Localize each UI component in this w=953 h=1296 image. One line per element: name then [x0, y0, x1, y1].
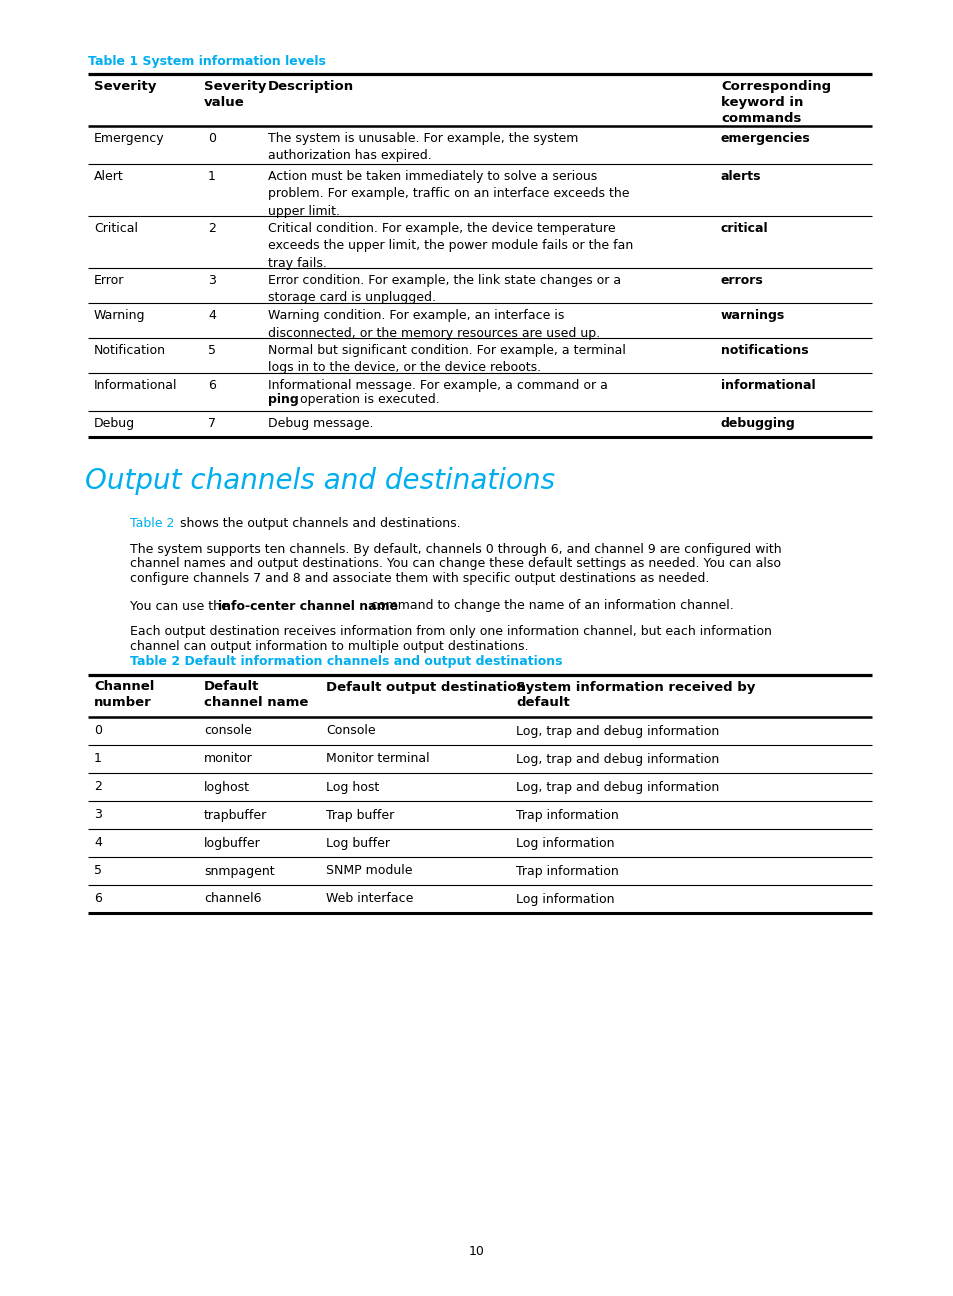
Text: Table 2 Default information channels and output destinations: Table 2 Default information channels and… — [130, 656, 562, 669]
Text: Informational message. For example, a command or a: Informational message. For example, a co… — [268, 378, 607, 391]
Text: The system is unusable. For example, the system
authorization has expired.: The system is unusable. For example, the… — [268, 132, 578, 162]
Text: Corresponding
keyword in
commands: Corresponding keyword in commands — [720, 80, 830, 124]
Text: 3: 3 — [94, 809, 102, 822]
Text: command to change the name of an information channel.: command to change the name of an informa… — [366, 600, 733, 613]
Text: Log, trap and debug information: Log, trap and debug information — [516, 724, 719, 737]
Text: 1: 1 — [94, 753, 102, 766]
Text: channel can output information to multiple output destinations.: channel can output information to multip… — [130, 640, 528, 653]
Text: Log, trap and debug information: Log, trap and debug information — [516, 780, 719, 793]
Text: informational: informational — [720, 378, 815, 391]
Text: emergencies: emergencies — [720, 132, 810, 145]
Text: loghost: loghost — [204, 780, 250, 793]
Text: Critical condition. For example, the device temperature
exceeds the upper limit,: Critical condition. For example, the dev… — [268, 222, 633, 270]
Text: Monitor terminal: Monitor terminal — [326, 753, 429, 766]
Text: Table 1 System information levels: Table 1 System information levels — [88, 54, 326, 67]
Text: 5: 5 — [94, 864, 102, 877]
Text: Default output destination: Default output destination — [326, 680, 525, 693]
Text: console: console — [204, 724, 252, 737]
Text: Debug: Debug — [94, 417, 135, 430]
Text: SNMP module: SNMP module — [326, 864, 412, 877]
Text: You can use the: You can use the — [130, 600, 233, 613]
Text: channel names and output destinations. You can change these default settings as : channel names and output destinations. Y… — [130, 557, 781, 570]
Text: warnings: warnings — [720, 308, 784, 321]
Text: trapbuffer: trapbuffer — [204, 809, 267, 822]
Text: Log buffer: Log buffer — [326, 836, 390, 849]
Text: 2: 2 — [208, 222, 215, 235]
Text: 3: 3 — [208, 273, 215, 286]
Text: Normal but significant condition. For example, a terminal
logs in to the device,: Normal but significant condition. For ex… — [268, 343, 625, 375]
Text: 7: 7 — [208, 417, 215, 430]
Text: 4: 4 — [208, 308, 215, 321]
Text: Log host: Log host — [326, 780, 379, 793]
Text: Error condition. For example, the link state changes or a
storage card is unplug: Error condition. For example, the link s… — [268, 273, 620, 305]
Text: Log information: Log information — [516, 893, 614, 906]
Text: Trap buffer: Trap buffer — [326, 809, 394, 822]
Text: Action must be taken immediately to solve a serious
problem. For example, traffi: Action must be taken immediately to solv… — [268, 170, 629, 218]
Text: 6: 6 — [208, 378, 215, 391]
Text: Error: Error — [94, 273, 124, 286]
Text: debugging: debugging — [720, 417, 795, 430]
Text: Alert: Alert — [94, 170, 124, 183]
Text: Notification: Notification — [94, 343, 166, 356]
Text: Informational: Informational — [94, 378, 177, 391]
Text: Log, trap and debug information: Log, trap and debug information — [516, 753, 719, 766]
Text: 0: 0 — [208, 132, 215, 145]
Text: 2: 2 — [94, 780, 102, 793]
Text: 0: 0 — [94, 724, 102, 737]
Text: Console: Console — [326, 724, 375, 737]
Text: Output channels and destinations: Output channels and destinations — [85, 467, 555, 495]
Text: 6: 6 — [94, 893, 102, 906]
Text: Each output destination receives information from only one information channel, : Each output destination receives informa… — [130, 626, 771, 639]
Text: snmpagent: snmpagent — [204, 864, 274, 877]
Text: critical: critical — [720, 222, 768, 235]
Text: Trap information: Trap information — [516, 864, 618, 877]
Text: notifications: notifications — [720, 343, 808, 356]
Text: Debug message.: Debug message. — [268, 417, 374, 430]
Text: Severity: Severity — [94, 80, 156, 93]
Text: Log information: Log information — [516, 836, 614, 849]
Text: operation is executed.: operation is executed. — [295, 393, 439, 406]
Text: channel6: channel6 — [204, 893, 261, 906]
Text: 1: 1 — [208, 170, 215, 183]
Text: info-center channel name: info-center channel name — [218, 600, 397, 613]
Text: shows the output channels and destinations.: shows the output channels and destinatio… — [175, 517, 460, 530]
Text: errors: errors — [720, 273, 763, 286]
Text: The system supports ten channels. By default, channels 0 through 6, and channel : The system supports ten channels. By def… — [130, 543, 781, 556]
Text: 10: 10 — [469, 1245, 484, 1258]
Text: alerts: alerts — [720, 170, 760, 183]
Text: Description: Description — [268, 80, 354, 93]
Text: Web interface: Web interface — [326, 893, 413, 906]
Text: Severity
value: Severity value — [204, 80, 266, 109]
Text: ping: ping — [268, 393, 298, 406]
Text: Default
channel name: Default channel name — [204, 680, 308, 709]
Text: Channel
number: Channel number — [94, 680, 154, 709]
Text: Warning: Warning — [94, 308, 146, 321]
Text: Emergency: Emergency — [94, 132, 165, 145]
Text: 4: 4 — [94, 836, 102, 849]
Text: System information received by
default: System information received by default — [516, 680, 755, 709]
Text: Critical: Critical — [94, 222, 138, 235]
Text: configure channels 7 and 8 and associate them with specific output destinations : configure channels 7 and 8 and associate… — [130, 572, 709, 584]
Text: monitor: monitor — [204, 753, 253, 766]
Text: Table 2: Table 2 — [130, 517, 174, 530]
Text: logbuffer: logbuffer — [204, 836, 260, 849]
Text: Trap information: Trap information — [516, 809, 618, 822]
Text: Warning condition. For example, an interface is
disconnected, or the memory reso: Warning condition. For example, an inter… — [268, 308, 599, 340]
Text: 5: 5 — [208, 343, 215, 356]
